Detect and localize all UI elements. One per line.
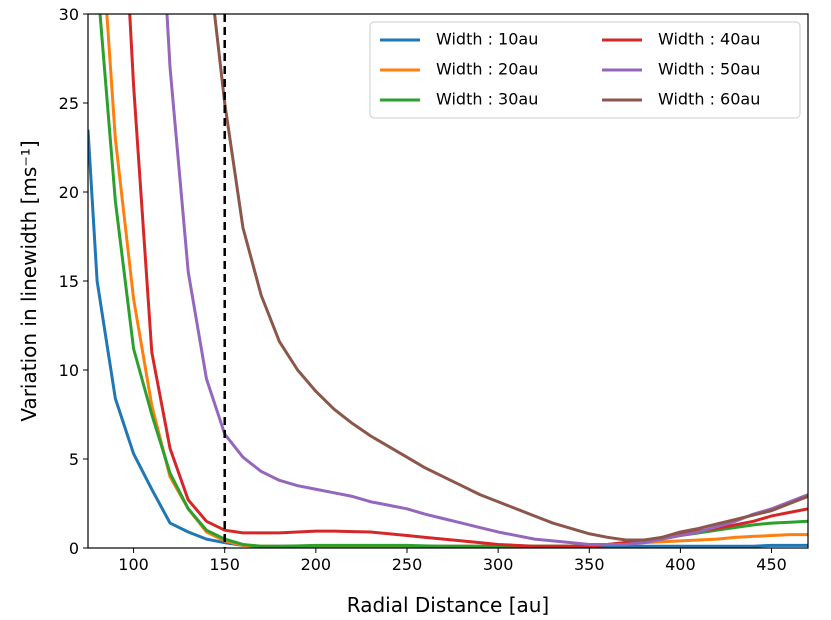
y-tick-label: 5 bbox=[69, 450, 79, 469]
x-tick-label: 300 bbox=[483, 555, 514, 574]
x-tick-label: 400 bbox=[665, 555, 696, 574]
x-tick-label: 200 bbox=[301, 555, 332, 574]
x-tick-label: 350 bbox=[574, 555, 605, 574]
series-line bbox=[165, 14, 808, 546]
x-tick-label: 150 bbox=[209, 555, 240, 574]
y-tick-label: 15 bbox=[59, 272, 79, 291]
plot-lines bbox=[88, 14, 808, 548]
y-tick-label: 0 bbox=[69, 539, 79, 558]
series-line bbox=[88, 129, 808, 548]
series-line bbox=[213, 14, 808, 542]
y-axis-label: Variation in linewidth [ms⁻¹] bbox=[17, 140, 41, 421]
legend-label: Width : 40au bbox=[658, 30, 760, 49]
legend-label: Width : 50au bbox=[658, 60, 760, 79]
legend-label: Width : 60au bbox=[658, 90, 760, 109]
y-tick-label: 20 bbox=[59, 183, 79, 202]
legend-label: Width : 30au bbox=[436, 90, 538, 109]
y-tick-label: 25 bbox=[59, 94, 79, 113]
legend-label: Width : 10au bbox=[436, 30, 538, 49]
x-tick-label: 250 bbox=[392, 555, 423, 574]
y-tick-label: 30 bbox=[59, 5, 79, 24]
x-axis-label: Radial Distance [au] bbox=[347, 593, 549, 617]
x-tick-label: 450 bbox=[756, 555, 787, 574]
x-tick-label: 100 bbox=[118, 555, 149, 574]
y-tick-label: 10 bbox=[59, 361, 79, 380]
legend-box bbox=[369, 21, 801, 119]
legend-label: Width : 20au bbox=[436, 60, 538, 79]
